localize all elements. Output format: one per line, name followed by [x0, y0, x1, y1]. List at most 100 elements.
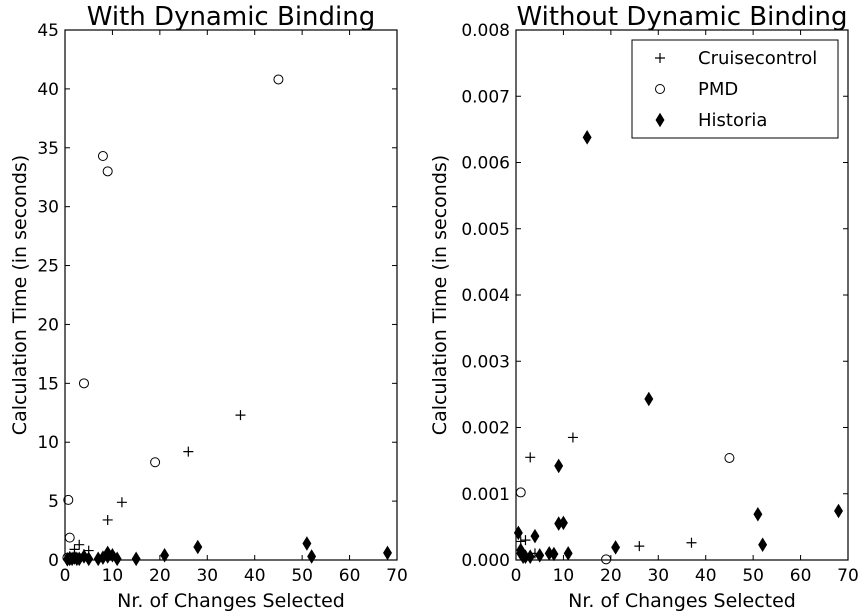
historia-point — [558, 515, 568, 531]
x-tick-label: 30 — [196, 566, 218, 586]
y-tick-label: 10 — [37, 433, 59, 453]
historia-point — [193, 539, 203, 555]
historia-point — [530, 528, 540, 544]
x-tick-label: 60 — [339, 566, 361, 586]
plot-frame — [64, 29, 398, 561]
y-tick-label: 5 — [48, 492, 59, 512]
y-tick-label: 45 — [37, 21, 59, 41]
series-cruisecontrol — [515, 432, 697, 559]
historia-point — [758, 537, 768, 553]
cruisecontrol-point — [567, 432, 578, 443]
pmd-point — [601, 554, 612, 565]
cruisecontrol-point — [183, 446, 194, 457]
historia-point — [753, 507, 763, 522]
y-tick-label: 0.005 — [461, 220, 510, 240]
pmd-point — [102, 166, 113, 177]
historia-point — [563, 546, 573, 561]
legend-label-pmd: PMD — [698, 79, 738, 100]
chart-title: With Dynamic Binding — [87, 2, 375, 32]
y-tick-label: 25 — [37, 257, 59, 277]
legend-box — [631, 39, 839, 139]
y-tick-label: 0.007 — [461, 87, 510, 107]
historia-point — [582, 130, 592, 145]
pmd-point — [64, 532, 75, 543]
historia-point — [611, 540, 621, 555]
chart-panel-2: Without Dynamic Binding 0 10 20 30 40 50 60 70 0.… — [429, 2, 859, 612]
historia-point — [525, 549, 535, 564]
historia-point — [383, 545, 392, 561]
historia-point — [84, 551, 94, 567]
pmd-point — [150, 457, 161, 468]
pmd-point — [724, 452, 735, 463]
historia-point — [834, 503, 843, 519]
x-tick-label: 40 — [695, 566, 717, 586]
historia-point — [644, 391, 654, 407]
series-cruisecontrol — [64, 410, 246, 562]
y-tick-label: 0.008 — [461, 21, 510, 41]
x-tick-label: 40 — [244, 566, 266, 586]
pmd-point — [97, 151, 108, 162]
x-axis-label: Nr. of Changes Selected — [117, 590, 345, 612]
historia-point — [554, 458, 564, 474]
historia-point — [131, 551, 141, 567]
series-historia — [62, 536, 392, 567]
x-axis-label: Nr. of Changes Selected — [568, 590, 796, 612]
historia-point — [307, 549, 317, 564]
y-tick-label: 0.004 — [461, 286, 510, 306]
x-tick-label: 20 — [600, 566, 622, 586]
legend: Cruisecontrol PMD Historia — [631, 39, 839, 139]
x-tick-label: 50 — [742, 566, 764, 586]
chart-panel-1: With Dynamic Binding 0 10 20 30 40 50 60 70 0 5 10 1… — [9, 2, 408, 612]
legend-marker-pmd — [655, 84, 665, 94]
y-tick-label: 40 — [37, 80, 59, 100]
y-tick-label: 0.000 — [461, 551, 510, 571]
cruisecontrol-point — [235, 410, 246, 421]
pmd-point — [78, 378, 89, 389]
y-tick-label: 30 — [37, 198, 59, 218]
x-tick-label: 70 — [386, 566, 408, 586]
legend-label-cruisecontrol: Cruisecontrol — [698, 48, 817, 69]
y-tick-label: 0.001 — [461, 485, 510, 505]
historia-point — [535, 548, 545, 563]
x-tick-label: 10 — [102, 566, 124, 586]
y-axis-label: Calculation Time (in seconds) — [429, 155, 451, 435]
x-tick-label: 20 — [149, 566, 171, 586]
legend-marker-cruisecontrol — [655, 53, 665, 63]
x-tick-label: 10 — [553, 566, 575, 586]
series-historia — [513, 130, 843, 564]
historia-point — [107, 548, 117, 563]
legend-marker-historia — [655, 112, 665, 128]
y-tick-label: 0.002 — [461, 419, 510, 439]
x-tick-label: 60 — [790, 566, 812, 586]
cruisecontrol-point — [102, 514, 113, 525]
chart-title: Without Dynamic Binding — [516, 2, 847, 32]
y-tick-label: 35 — [37, 139, 59, 159]
y-tick-label: 0 — [48, 551, 59, 571]
historia-point — [112, 551, 122, 567]
historia-point — [302, 536, 312, 551]
series-pmd — [62, 74, 284, 563]
cruisecontrol-point — [634, 541, 645, 552]
cruisecontrol-point — [520, 535, 531, 546]
x-tick-label: 50 — [291, 566, 313, 586]
legend-label-historia: Historia — [698, 110, 767, 131]
pmd-point — [273, 74, 284, 85]
y-tick-label: 0.006 — [461, 154, 510, 174]
y-tick-label: 15 — [37, 374, 59, 394]
pmd-point — [63, 494, 74, 505]
cruisecontrol-point — [74, 539, 85, 550]
x-tick-label: 70 — [837, 566, 859, 586]
cruisecontrol-point — [525, 452, 536, 463]
x-tick-label: 30 — [647, 566, 669, 586]
historia-point — [160, 548, 170, 563]
x-tick-label: 0 — [511, 566, 522, 586]
historia-point — [79, 549, 89, 564]
x-tick-label: 0 — [60, 566, 71, 586]
cruisecontrol-point — [116, 497, 127, 508]
series-pmd — [515, 452, 735, 565]
pmd-point — [515, 487, 526, 498]
plot-frame — [515, 29, 849, 561]
y-axis-label: Calculation Time (in seconds) — [9, 155, 31, 435]
cruisecontrol-point — [686, 537, 697, 548]
